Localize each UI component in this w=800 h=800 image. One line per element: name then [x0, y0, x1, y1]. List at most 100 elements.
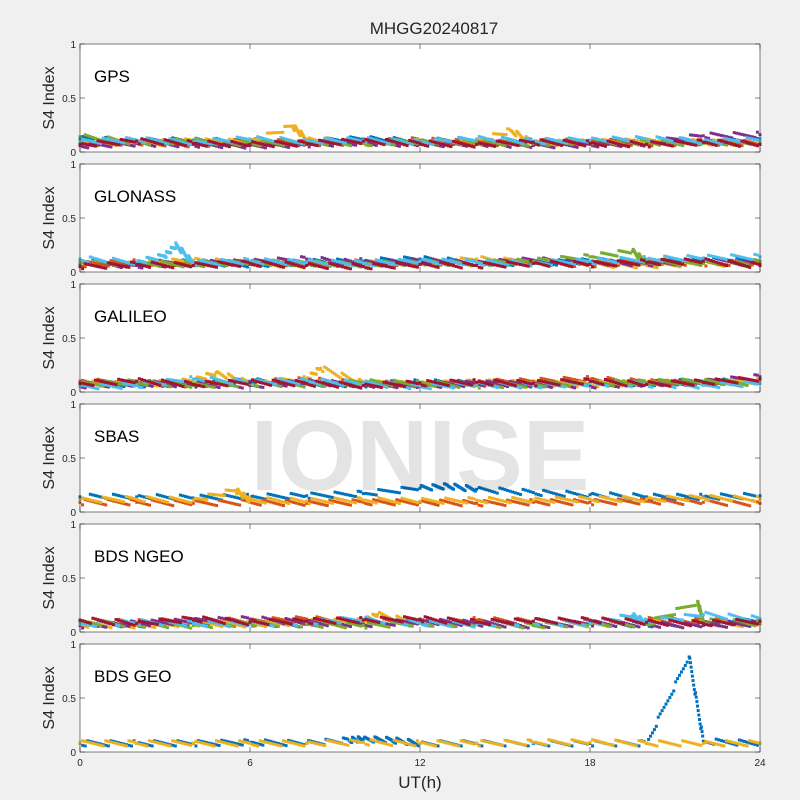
data-point — [312, 259, 316, 263]
data-point — [140, 263, 144, 267]
data-point — [93, 144, 97, 148]
data-point — [215, 143, 219, 147]
data-point — [593, 137, 597, 141]
data-point — [81, 258, 85, 262]
data-point — [472, 140, 476, 144]
data-point — [374, 136, 378, 140]
data-point — [632, 262, 636, 266]
data-point — [557, 143, 561, 147]
data-point — [441, 261, 445, 265]
data-point — [640, 136, 644, 140]
data-point — [570, 377, 574, 381]
data-point — [531, 259, 535, 263]
data-point — [475, 264, 479, 268]
data-point — [325, 260, 329, 264]
data-point — [312, 263, 316, 267]
data-point — [109, 141, 113, 145]
data-point — [119, 384, 123, 388]
data-point — [207, 261, 211, 265]
data-point — [480, 135, 484, 139]
data-point — [336, 142, 340, 146]
data-point — [266, 258, 270, 262]
data-point — [506, 141, 510, 145]
data-point — [745, 141, 749, 145]
data-point — [390, 137, 394, 141]
data-point — [377, 141, 381, 145]
data-point — [240, 145, 244, 149]
data-point — [395, 261, 399, 265]
data-point — [609, 137, 613, 141]
data-point — [691, 259, 695, 263]
data-point — [392, 262, 396, 266]
data-point — [552, 138, 556, 142]
data-point — [451, 139, 455, 143]
data-point — [227, 140, 231, 144]
data-point — [292, 144, 296, 148]
data-point — [740, 258, 744, 262]
data-point — [583, 141, 587, 145]
data-point — [496, 132, 500, 136]
data-point — [256, 137, 260, 141]
data-point — [727, 137, 731, 141]
data-point — [220, 146, 224, 150]
data-point — [323, 136, 327, 140]
data-point — [325, 267, 329, 271]
data-point — [573, 145, 577, 149]
data-point — [585, 139, 589, 143]
data-point — [137, 142, 141, 146]
data-point — [464, 141, 468, 145]
data-point — [600, 251, 604, 255]
data-point — [307, 136, 311, 140]
data-point — [145, 265, 149, 269]
data-point — [565, 261, 569, 265]
data-point — [96, 262, 100, 266]
data-point — [482, 141, 486, 145]
data-point — [266, 261, 270, 265]
data-point — [562, 255, 566, 259]
data-point — [627, 139, 631, 143]
data-point — [212, 139, 216, 143]
data-point — [426, 259, 430, 263]
data-point — [158, 264, 162, 268]
data-point — [351, 135, 355, 139]
data-point — [101, 143, 105, 147]
data-point — [279, 257, 283, 261]
data-point — [446, 139, 450, 143]
data-point — [619, 384, 623, 388]
data-point — [91, 382, 95, 386]
data-point — [222, 143, 226, 147]
data-point — [655, 135, 659, 139]
data-point — [508, 260, 512, 264]
data-point — [222, 263, 226, 267]
data-point — [676, 261, 680, 265]
data-point — [727, 259, 731, 263]
data-point — [184, 144, 188, 148]
data-point — [124, 138, 128, 142]
data-point — [714, 132, 718, 136]
data-point — [560, 262, 564, 266]
data-point — [415, 138, 419, 142]
data-point — [706, 136, 710, 140]
data-point — [279, 130, 283, 134]
data-point — [111, 259, 115, 263]
data-point — [104, 144, 108, 148]
data-point — [91, 135, 95, 139]
data-point — [428, 139, 432, 143]
data-point — [616, 261, 620, 265]
data-point — [392, 143, 396, 147]
data-point — [408, 263, 412, 267]
data-point — [686, 142, 690, 146]
data-point — [544, 258, 548, 262]
data-point — [444, 258, 448, 262]
data-point — [266, 143, 270, 147]
data-point — [215, 265, 219, 269]
data-point — [111, 381, 115, 385]
data-point — [745, 262, 749, 266]
data-point — [591, 265, 595, 269]
data-point — [652, 140, 656, 144]
data-point — [372, 135, 376, 139]
data-point — [717, 141, 721, 145]
data-point — [99, 262, 103, 266]
data-point — [575, 138, 579, 142]
data-point — [598, 138, 602, 142]
